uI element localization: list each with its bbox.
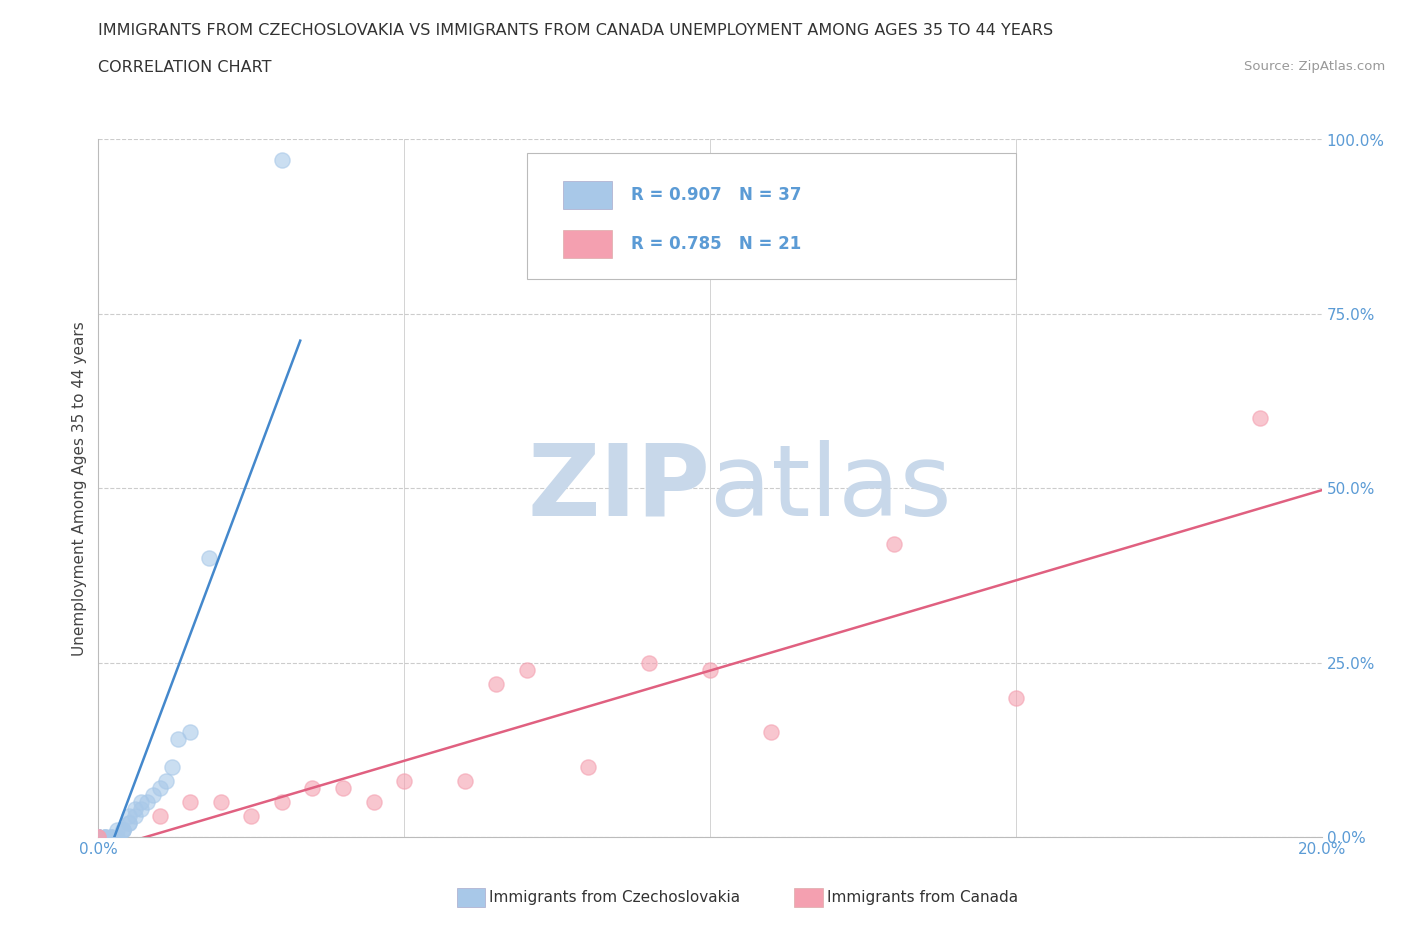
- Bar: [564, 231, 612, 259]
- Point: [93, 830, 115, 844]
- Point: [87, 830, 110, 844]
- Point: [129, 794, 152, 809]
- Text: R = 0.907   N = 37: R = 0.907 N = 37: [630, 186, 801, 205]
- Point: [111, 823, 134, 837]
- Point: [118, 816, 141, 830]
- Point: [167, 732, 190, 747]
- Point: [118, 809, 141, 824]
- Point: [485, 676, 508, 691]
- Text: ZIP: ZIP: [527, 440, 710, 537]
- Y-axis label: Unemployment Among Ages 35 to 44 years: Unemployment Among Ages 35 to 44 years: [72, 321, 87, 656]
- Text: Immigrants from Canada: Immigrants from Canada: [827, 890, 1018, 905]
- Point: [118, 816, 141, 830]
- Point: [124, 802, 146, 817]
- Point: [332, 781, 354, 796]
- Point: [637, 655, 661, 670]
- Point: [87, 830, 110, 844]
- Point: [883, 537, 905, 551]
- Point: [240, 809, 263, 824]
- FancyBboxPatch shape: [526, 153, 1015, 279]
- Point: [179, 725, 201, 740]
- Point: [111, 823, 134, 837]
- Point: [87, 830, 110, 844]
- Text: R = 0.785   N = 21: R = 0.785 N = 21: [630, 235, 801, 253]
- Point: [100, 830, 122, 844]
- Text: Immigrants from Czechoslovakia: Immigrants from Czechoslovakia: [489, 890, 741, 905]
- Text: Source: ZipAtlas.com: Source: ZipAtlas.com: [1244, 60, 1385, 73]
- Point: [576, 760, 599, 775]
- Point: [454, 774, 477, 789]
- Point: [87, 830, 110, 844]
- Point: [160, 760, 183, 775]
- Point: [1249, 411, 1271, 426]
- Point: [87, 830, 110, 844]
- Point: [93, 830, 115, 844]
- Point: [149, 809, 172, 824]
- Point: [87, 830, 110, 844]
- Point: [129, 802, 152, 817]
- Point: [136, 794, 159, 809]
- Point: [301, 781, 323, 796]
- Bar: [564, 181, 612, 209]
- Point: [142, 788, 165, 803]
- Point: [105, 830, 128, 844]
- Point: [100, 830, 122, 844]
- Point: [197, 551, 219, 565]
- Point: [270, 153, 292, 168]
- Point: [1004, 690, 1026, 705]
- Point: [87, 830, 110, 844]
- Point: [93, 830, 115, 844]
- Text: CORRELATION CHART: CORRELATION CHART: [98, 60, 271, 75]
- Point: [392, 774, 416, 789]
- Text: atlas: atlas: [710, 440, 952, 537]
- Point: [149, 781, 172, 796]
- Point: [516, 662, 538, 677]
- Point: [87, 830, 110, 844]
- Point: [759, 725, 782, 740]
- Point: [179, 794, 201, 809]
- Point: [155, 774, 177, 789]
- Point: [111, 823, 134, 837]
- Point: [699, 662, 721, 677]
- Point: [87, 830, 110, 844]
- Point: [87, 830, 110, 844]
- Point: [209, 794, 232, 809]
- Text: IMMIGRANTS FROM CZECHOSLOVAKIA VS IMMIGRANTS FROM CANADA UNEMPLOYMENT AMONG AGES: IMMIGRANTS FROM CZECHOSLOVAKIA VS IMMIGR…: [98, 23, 1053, 38]
- Point: [363, 794, 385, 809]
- Point: [87, 830, 110, 844]
- Point: [105, 823, 128, 837]
- Point: [100, 830, 122, 844]
- Point: [270, 794, 292, 809]
- Point: [87, 830, 110, 844]
- Point: [124, 809, 146, 824]
